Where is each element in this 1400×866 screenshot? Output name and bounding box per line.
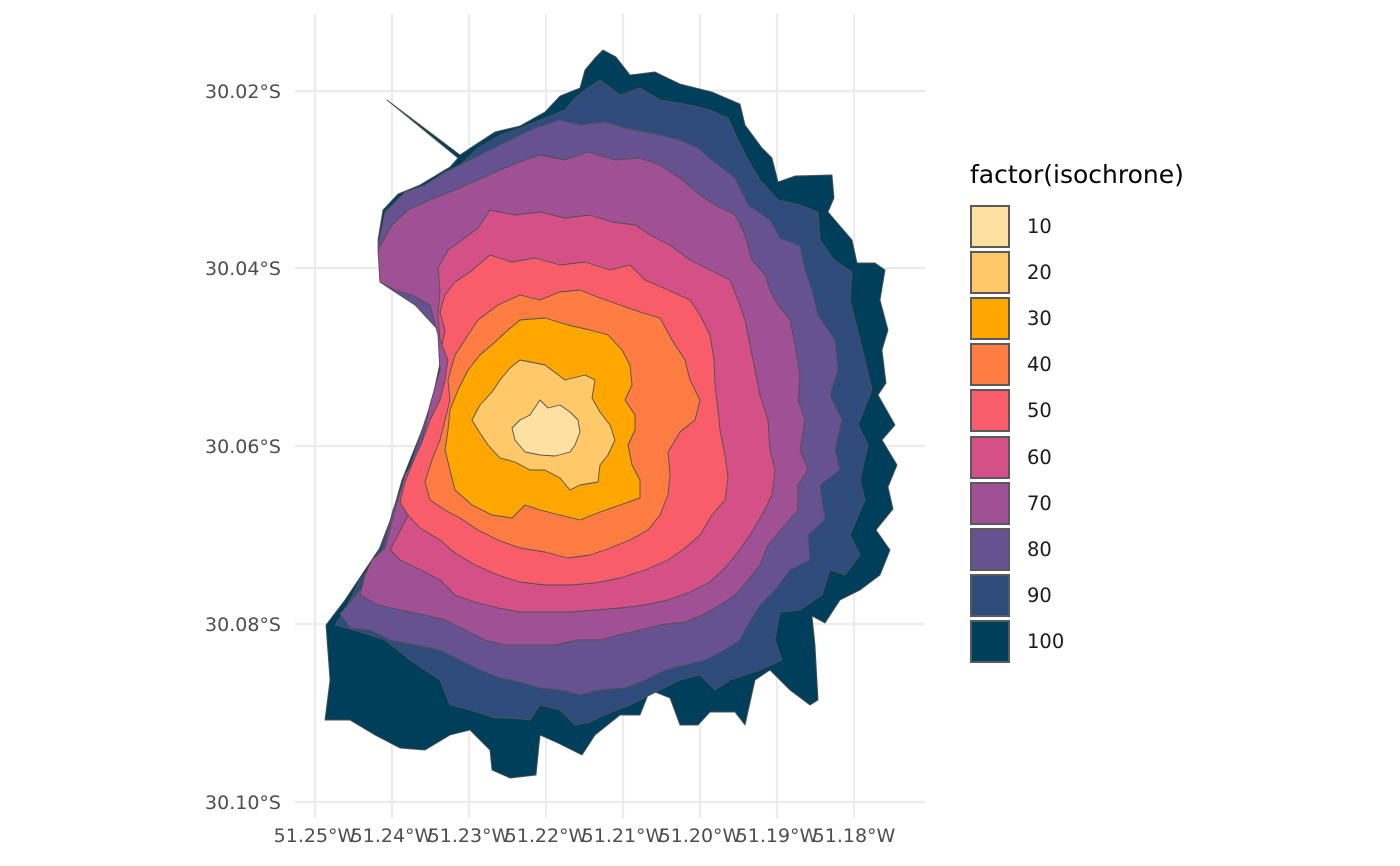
x-tick-label: 51.25°W (274, 825, 357, 847)
legend-key-swatch (970, 527, 1010, 571)
legend-key-swatch (970, 296, 1010, 340)
y-tick-label: 30.04°S (205, 258, 281, 280)
x-tick-label: 51.22°W (505, 825, 588, 847)
isochrone-polygons (324, 49, 898, 779)
x-tick-label: 51.20°W (659, 825, 742, 847)
isochrone-10 (511, 399, 581, 457)
legend-key-swatch (970, 481, 1010, 525)
legend: factor(isochrone) 10 20 30 40 50 60 70 80 90 100 (970, 160, 1184, 665)
x-tick-label: 51.19°W (736, 825, 819, 847)
legend-items: 10 20 30 40 50 60 70 80 90 100 (970, 203, 1184, 665)
legend-item: 90 (970, 573, 1184, 619)
x-axis: 51.25°W 51.24°W 51.23°W 51.22°W 51.21°W … (274, 825, 896, 847)
x-tick-label: 51.24°W (351, 825, 434, 847)
legend-label: 70 (1027, 491, 1052, 515)
y-tick-label: 30.10°S (205, 792, 281, 814)
legend-title: factor(isochrone) (970, 160, 1184, 189)
x-tick-label: 51.21°W (582, 825, 665, 847)
legend-label: 20 (1027, 260, 1052, 284)
legend-item: 50 (970, 388, 1184, 434)
legend-item: 60 (970, 434, 1184, 480)
legend-key-swatch (970, 343, 1010, 387)
legend-key-swatch (970, 435, 1010, 479)
legend-item: 30 (970, 295, 1184, 341)
legend-label: 40 (1027, 353, 1052, 377)
y-tick-label: 30.08°S (205, 614, 281, 636)
legend-key-swatch (970, 574, 1010, 618)
legend-label: 30 (1027, 306, 1052, 330)
x-tick-label: 51.23°W (428, 825, 511, 847)
y-axis: 30.02°S 30.04°S 30.06°S 30.08°S 30.10°S (205, 81, 281, 814)
legend-item: 20 (970, 249, 1184, 295)
legend-label: 60 (1027, 445, 1052, 469)
legend-item: 70 (970, 480, 1184, 526)
legend-item: 10 (970, 203, 1184, 249)
legend-label: 80 (1027, 537, 1052, 561)
legend-key-swatch (970, 620, 1010, 664)
x-tick-label: 51.18°W (813, 825, 896, 847)
legend-item: 100 (970, 619, 1184, 665)
legend-label: 10 (1027, 214, 1052, 238)
legend-key-swatch (970, 250, 1010, 294)
legend-label: 90 (1027, 584, 1052, 608)
legend-item: 80 (970, 526, 1184, 572)
y-tick-label: 30.02°S (205, 81, 281, 103)
legend-key-swatch (970, 204, 1010, 248)
legend-item: 40 (970, 342, 1184, 388)
legend-label: 100 (1027, 630, 1065, 654)
y-tick-label: 30.06°S (205, 436, 281, 458)
legend-key-swatch (970, 389, 1010, 433)
legend-label: 50 (1027, 399, 1052, 423)
